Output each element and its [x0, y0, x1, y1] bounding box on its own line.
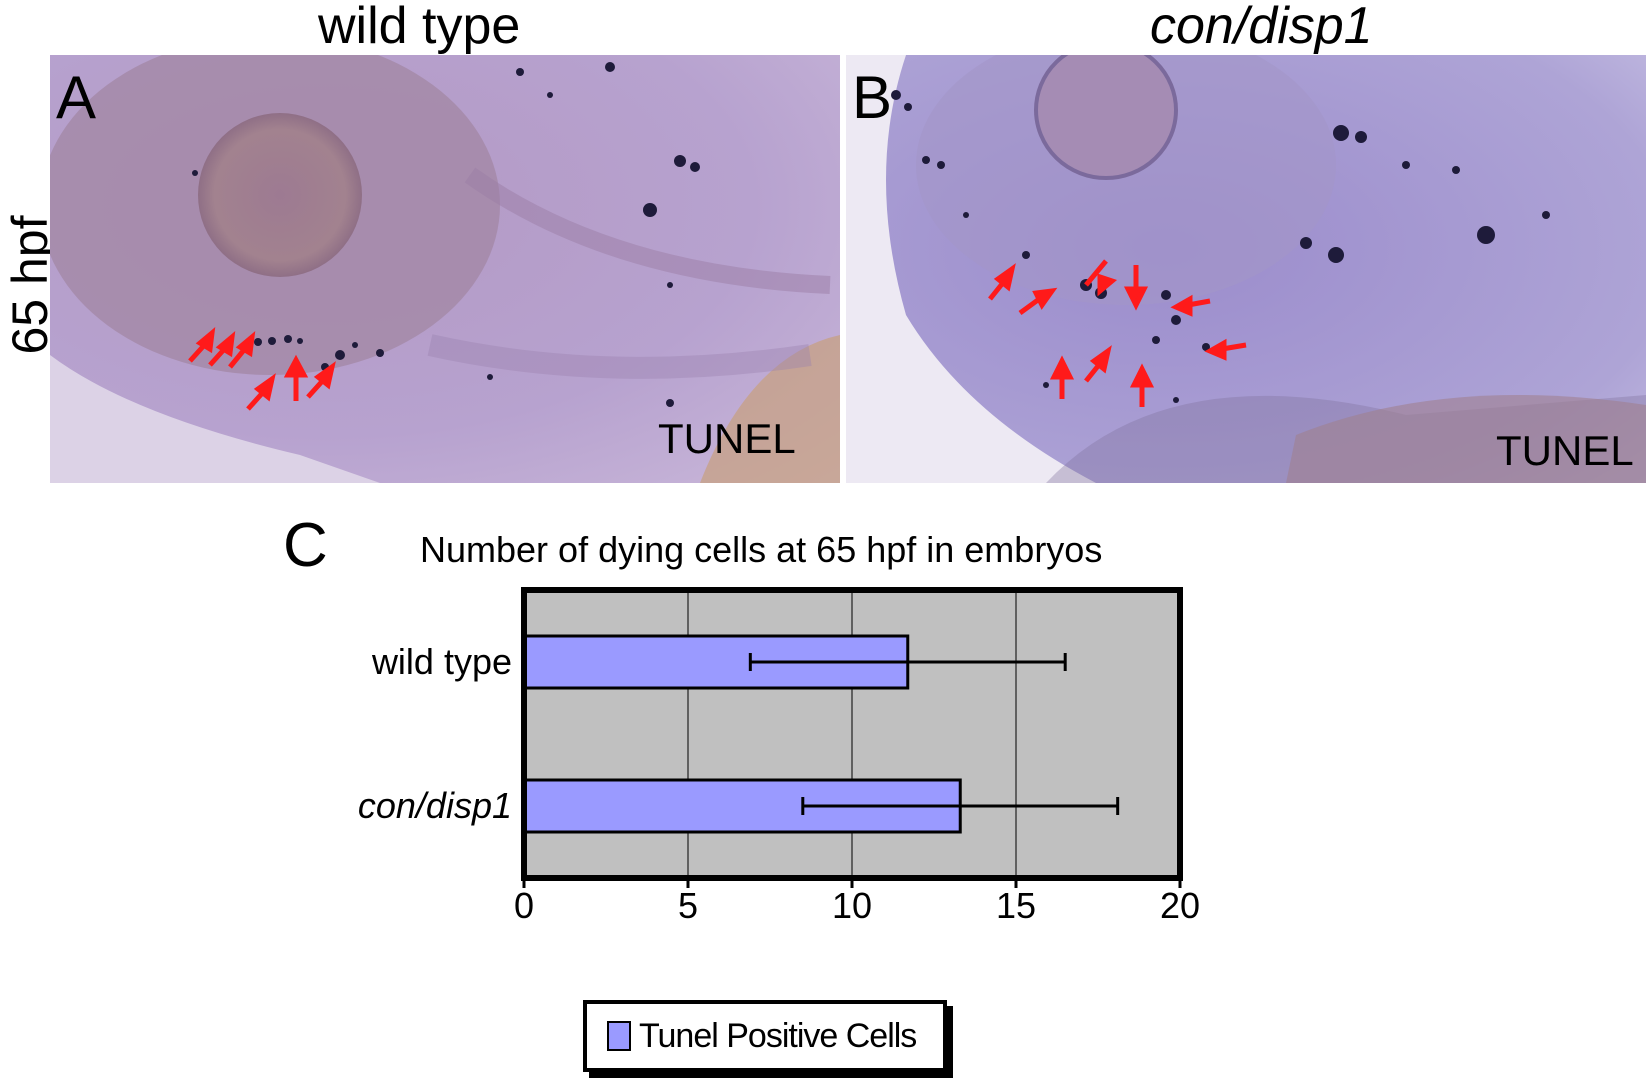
category-label: wild type	[371, 641, 512, 682]
legend-label: Tunel Positive Cells	[639, 1016, 917, 1055]
panel-b-title: con/disp1	[1150, 0, 1373, 55]
legend-swatch	[607, 1021, 631, 1051]
panel-a-letter: A	[56, 64, 97, 131]
panel-a-title: wild type	[318, 0, 521, 55]
panel-b-stain-label: TUNEL	[1496, 427, 1634, 474]
chart-legend: Tunel Positive Cells	[583, 1000, 947, 1072]
x-tick-label: 10	[832, 885, 872, 926]
panel-b-letter: B	[852, 64, 893, 131]
chart-title: Number of dying cells at 65 hpf in embry…	[420, 529, 1103, 570]
x-tick-label: 20	[1160, 885, 1200, 926]
x-tick-label: 5	[678, 885, 698, 926]
x-tick-label: 15	[996, 885, 1036, 926]
micrograph-wild-type	[50, 55, 840, 483]
x-tick-label: 0	[514, 885, 534, 926]
category-label: con/disp1	[358, 785, 512, 826]
micrograph-con-disp1	[846, 55, 1646, 483]
panel-c-letter: C	[283, 511, 328, 580]
panel-a-stain-label: TUNEL	[658, 415, 796, 462]
